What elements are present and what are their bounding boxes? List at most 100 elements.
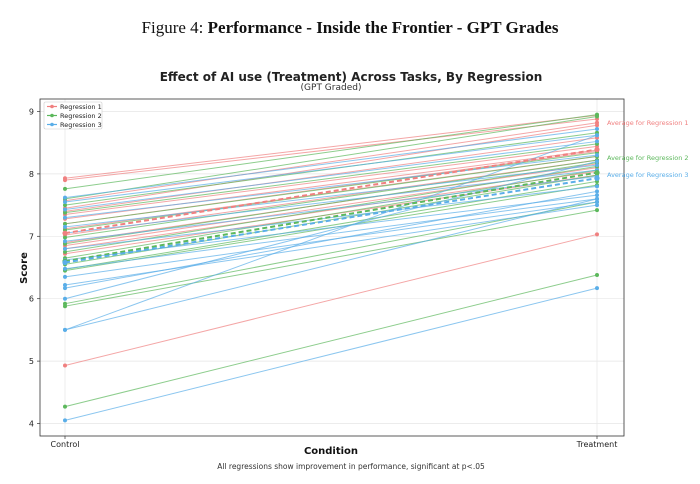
point-regression-3 xyxy=(595,139,599,144)
point-regression-3 xyxy=(63,274,67,279)
series-line-regression-3 xyxy=(64,134,598,203)
point-regression-3 xyxy=(595,203,599,208)
series-line-regression-3 xyxy=(64,164,598,228)
chart-subtitle: (GPT Graded) xyxy=(301,83,362,93)
series-lines xyxy=(62,112,600,423)
point-regression-3 xyxy=(595,286,599,291)
legend-label-regression-1: Regression 1 xyxy=(60,103,102,111)
series-line-regression-3 xyxy=(64,154,598,219)
legend-label-regression-2: Regression 2 xyxy=(60,112,102,120)
point-regression-2 xyxy=(63,249,67,254)
series-line-regression-1 xyxy=(64,233,598,366)
point-regression-3 xyxy=(63,239,67,244)
y-tick-label: 8 xyxy=(29,170,34,179)
series-line-regression-1 xyxy=(64,122,598,202)
series-line-regression-2 xyxy=(64,209,598,307)
series-line-regression-3 xyxy=(64,190,598,289)
series-line-regression-2 xyxy=(64,159,598,239)
point-regression-3 xyxy=(63,195,67,200)
series-line-regression-2 xyxy=(64,115,598,200)
point-regression-2 xyxy=(63,186,67,191)
point-regression-3 xyxy=(595,163,599,168)
point-regression-3 xyxy=(63,327,67,332)
series-line-regression-1 xyxy=(64,137,598,212)
point-regression-3 xyxy=(595,159,599,164)
series-line-regression-2 xyxy=(64,169,598,259)
series-line-regression-2 xyxy=(64,143,598,214)
point-regression-2 xyxy=(63,304,67,309)
y-tick-label: 6 xyxy=(29,295,34,304)
footnote: All regressions show improvement in perf… xyxy=(217,462,485,471)
average-point-regression-3 xyxy=(62,259,68,266)
point-regression-3 xyxy=(63,207,67,212)
legend-marker-regression-1 xyxy=(50,104,54,109)
point-regression-1 xyxy=(595,123,599,128)
series-line-regression-3 xyxy=(64,160,598,300)
chart-title: Effect of AI use (Treatment) Across Task… xyxy=(160,70,543,84)
average-point-regression-1 xyxy=(594,146,600,153)
point-regression-3 xyxy=(63,286,67,291)
series-line-regression-3 xyxy=(64,287,598,421)
series-line-regression-1 xyxy=(64,145,598,215)
average-line-regression-2 xyxy=(64,171,598,263)
y-tick-label: 7 xyxy=(29,232,34,241)
legend-label-regression-3: Regression 3 xyxy=(60,121,102,129)
series-line-regression-2 xyxy=(64,114,598,190)
point-regression-2 xyxy=(63,210,67,215)
point-regression-2 xyxy=(63,235,67,240)
series-line-regression-2 xyxy=(64,180,598,270)
average-label-regression-1: Average for Regression 1 xyxy=(607,119,689,127)
point-regression-3 xyxy=(63,296,67,301)
series-line-regression-2 xyxy=(64,201,598,305)
point-regression-3 xyxy=(63,246,67,251)
point-regression-3 xyxy=(63,224,67,229)
point-regression-2 xyxy=(595,114,599,119)
point-regression-3 xyxy=(595,126,599,131)
figure-caption: Figure 4: Performance - Inside the Front… xyxy=(0,18,700,38)
plot-frame xyxy=(39,98,625,437)
series-line-regression-3 xyxy=(64,140,598,210)
point-regression-3 xyxy=(63,418,67,423)
series-line-regression-3 xyxy=(64,128,598,199)
series-line-regression-3 xyxy=(64,134,598,331)
point-regression-1 xyxy=(595,232,599,237)
legend-box xyxy=(43,101,103,130)
point-regression-3 xyxy=(63,199,67,204)
series-line-regression-3 xyxy=(64,198,598,331)
average-label-regression-2: Average for Regression 2 xyxy=(607,154,689,162)
x-tick-label: Control xyxy=(51,440,80,449)
average-point-regression-2 xyxy=(594,170,600,176)
average-line-regression-3 xyxy=(64,177,598,264)
point-regression-2 xyxy=(595,272,599,277)
point-regression-3 xyxy=(595,193,599,198)
legend-marker-regression-2 xyxy=(50,113,54,118)
series-line-regression-1 xyxy=(64,118,598,181)
y-tick-label: 9 xyxy=(29,107,34,116)
point-regression-2 xyxy=(63,404,67,409)
point-regression-2 xyxy=(63,221,67,226)
series-line-regression-2 xyxy=(64,152,598,225)
average-line-regression-1 xyxy=(64,148,598,235)
figure-title: Performance - Inside the Frontier - GPT … xyxy=(207,18,559,37)
axes: 4 5 6 7 8 9 Control Treatment xyxy=(29,98,625,449)
legend-marker-regression-3 xyxy=(50,122,54,127)
point-regression-3 xyxy=(595,153,599,158)
series-line-regression-3 xyxy=(64,169,598,234)
average-point-regression-3 xyxy=(594,175,600,181)
series-line-regression-2 xyxy=(64,155,598,231)
series-line-regression-3 xyxy=(64,198,598,270)
y-axis-label: Score xyxy=(19,252,30,284)
average-point-regression-1 xyxy=(62,230,68,236)
point-regression-1 xyxy=(63,363,67,368)
point-regression-2 xyxy=(63,203,67,208)
x-axis-label: Condition xyxy=(304,446,358,457)
series-line-regression-2 xyxy=(64,274,598,408)
point-regression-1 xyxy=(63,178,67,183)
point-regression-3 xyxy=(595,199,599,204)
figure-prefix: Figure 4: xyxy=(141,18,204,37)
y-tick-label: 4 xyxy=(29,420,34,429)
point-regression-3 xyxy=(595,196,599,201)
average-label-regression-3: Average for Regression 3 xyxy=(607,171,689,179)
point-regression-3 xyxy=(63,215,67,220)
average-labels: Average for Regression 1 Average for Regr… xyxy=(607,119,689,179)
